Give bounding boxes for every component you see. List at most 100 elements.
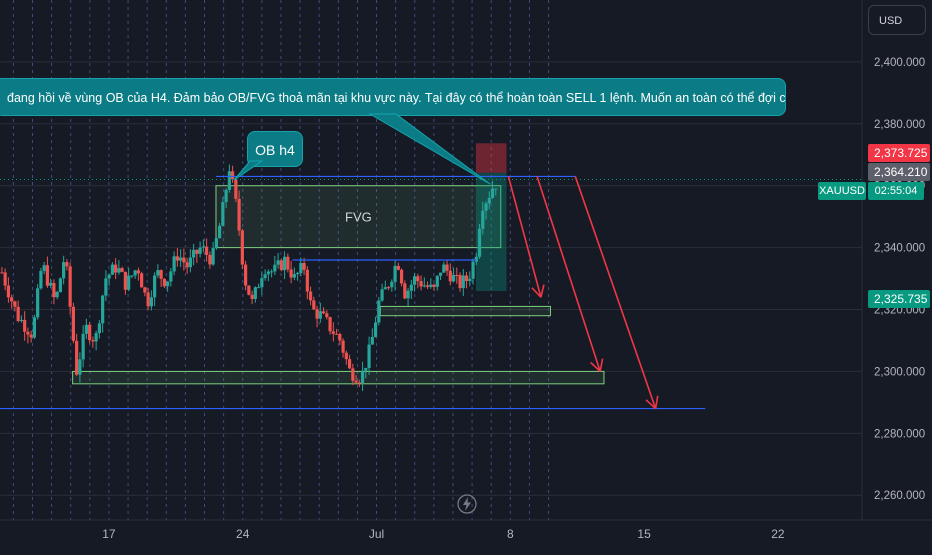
x-tick-label: Jul bbox=[369, 527, 384, 541]
lightning-icon[interactable] bbox=[456, 493, 478, 515]
candle bbox=[364, 367, 368, 379]
x-tick-label: 15 bbox=[637, 527, 651, 541]
candle bbox=[370, 328, 374, 345]
candle bbox=[231, 165, 235, 183]
candle bbox=[120, 266, 124, 273]
candle bbox=[55, 290, 59, 300]
candle bbox=[380, 283, 384, 302]
time-axis-panel[interactable] bbox=[0, 520, 932, 550]
candle bbox=[244, 260, 248, 291]
candle bbox=[240, 228, 244, 270]
candle bbox=[166, 281, 170, 292]
candle bbox=[464, 271, 469, 289]
candle bbox=[211, 241, 215, 266]
candle bbox=[377, 297, 381, 326]
candle bbox=[107, 273, 111, 286]
candle bbox=[308, 286, 313, 306]
candle bbox=[81, 325, 85, 368]
candle bbox=[97, 320, 101, 339]
price-axis-panel[interactable] bbox=[862, 0, 932, 550]
candle bbox=[386, 286, 391, 291]
candle bbox=[321, 307, 326, 315]
candle bbox=[318, 302, 322, 323]
y-tick-label: 2,280.000 bbox=[874, 428, 925, 440]
candle bbox=[136, 267, 140, 281]
candle bbox=[237, 190, 241, 236]
candle bbox=[23, 311, 27, 341]
arrow-2 bbox=[536, 176, 604, 373]
candle bbox=[494, 188, 498, 196]
y-tick-label: 2,260.000 bbox=[874, 490, 925, 502]
candle bbox=[153, 272, 157, 306]
candle bbox=[351, 363, 355, 386]
candle bbox=[6, 277, 11, 303]
candle bbox=[451, 267, 456, 283]
candle bbox=[159, 269, 163, 288]
candle bbox=[328, 316, 332, 335]
candle bbox=[13, 300, 17, 312]
candle bbox=[305, 266, 309, 300]
candle bbox=[185, 257, 189, 274]
zones-layer: FVG bbox=[72, 143, 605, 385]
stop-zone bbox=[475, 143, 507, 173]
candle bbox=[101, 294, 105, 333]
candle bbox=[26, 327, 30, 344]
candle bbox=[3, 268, 7, 291]
candle bbox=[325, 310, 329, 320]
FVG bbox=[215, 185, 502, 249]
candle bbox=[312, 296, 316, 311]
levels-layer bbox=[0, 175, 862, 410]
candle bbox=[461, 269, 465, 297]
candle bbox=[104, 270, 108, 302]
candle bbox=[78, 352, 82, 383]
candle bbox=[448, 263, 452, 286]
y-tick-label: 2,380.000 bbox=[874, 119, 925, 131]
candle bbox=[393, 261, 397, 291]
candle bbox=[425, 281, 430, 290]
candle bbox=[419, 275, 423, 291]
candle bbox=[52, 279, 56, 305]
candle bbox=[146, 288, 150, 311]
candle bbox=[91, 336, 95, 348]
stop-price-tag: 2,373.725 bbox=[868, 144, 930, 162]
candle bbox=[315, 305, 319, 328]
candle bbox=[474, 252, 478, 266]
candle bbox=[143, 286, 147, 297]
candle bbox=[266, 269, 270, 282]
currency-button[interactable]: USD bbox=[868, 5, 926, 35]
candle bbox=[289, 260, 293, 284]
candle bbox=[399, 268, 404, 287]
candle bbox=[406, 287, 410, 306]
ob-h4-label[interactable]: OB h4 bbox=[247, 131, 303, 167]
candle bbox=[390, 279, 394, 292]
y-tick-label: 2,300.000 bbox=[874, 366, 925, 378]
target-price-tag: 2,325.735 bbox=[868, 290, 930, 308]
countdown-tag: 02:55:04 bbox=[868, 182, 924, 200]
candle bbox=[19, 315, 24, 323]
symbol-tag: XAUUSD bbox=[818, 182, 866, 200]
candle bbox=[94, 330, 98, 351]
candles-layer bbox=[0, 164, 498, 392]
candle bbox=[471, 258, 475, 285]
candle bbox=[279, 258, 283, 272]
candle bbox=[10, 294, 14, 309]
candle bbox=[276, 252, 280, 269]
candle bbox=[162, 278, 166, 288]
candle bbox=[0, 267, 4, 274]
callout-pointer bbox=[368, 113, 491, 185]
candle bbox=[195, 249, 199, 263]
candle bbox=[429, 278, 433, 289]
demand-zone-mid bbox=[379, 305, 551, 317]
candle bbox=[422, 277, 426, 288]
candle bbox=[198, 241, 202, 258]
candle bbox=[383, 280, 387, 290]
analysis-callout[interactable]: đang hồi về vùng OB của H4. Đảm bảo OB/F… bbox=[0, 78, 786, 116]
candle bbox=[140, 271, 144, 288]
candle bbox=[156, 264, 160, 278]
candle bbox=[263, 269, 267, 281]
candle bbox=[62, 255, 66, 285]
candle bbox=[123, 271, 127, 295]
candle bbox=[117, 260, 121, 275]
